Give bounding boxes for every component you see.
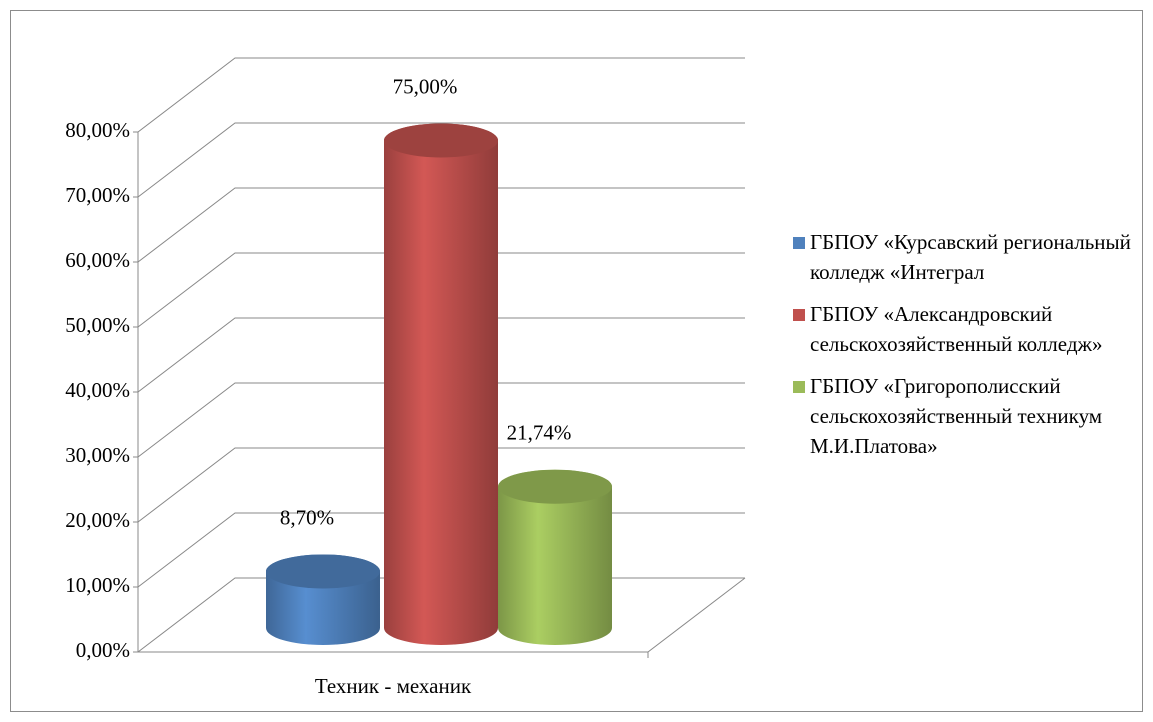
data-label: 8,70% bbox=[280, 505, 334, 529]
grid-line bbox=[137, 122, 745, 198]
grid-line bbox=[137, 317, 745, 393]
grid-line bbox=[137, 382, 745, 458]
legend-entry: ГБПОУ «Курсавский региональный колледж «… bbox=[793, 227, 1148, 287]
y-tick-label: 80,00% bbox=[65, 118, 130, 142]
y-tick-label: 30,00% bbox=[65, 443, 130, 467]
legend-entry: ГБПОУ «Григорополисский сельскохозяйстве… bbox=[793, 371, 1148, 461]
legend-entry: ГБПОУ «Александровский сельскохозяйствен… bbox=[793, 299, 1148, 359]
legend-label: ГБПОУ «Григорополисский сельскохозяйстве… bbox=[810, 374, 1103, 458]
grid-line bbox=[137, 252, 745, 328]
y-tick-label: 20,00% bbox=[65, 508, 130, 532]
grid-line bbox=[137, 57, 745, 133]
data-label: 75,00% bbox=[393, 74, 458, 98]
bar-top bbox=[498, 469, 612, 504]
legend-label: ГБПОУ «Александровский сельскохозяйствен… bbox=[810, 302, 1103, 356]
x-tick-label: Техник - механик bbox=[315, 674, 472, 698]
y-tick-label: 70,00% bbox=[65, 183, 130, 207]
legend-swatch bbox=[793, 237, 805, 249]
data-label: 21,74% bbox=[507, 421, 572, 445]
legend: ГБПОУ «Курсавский региональный колледж «… bbox=[793, 227, 1148, 473]
y-tick-label: 10,00% bbox=[65, 573, 130, 597]
legend-label: ГБПОУ «Курсавский региональный колледж «… bbox=[810, 230, 1131, 284]
grid-line bbox=[137, 187, 745, 263]
y-tick-label: 0,00% bbox=[76, 638, 130, 662]
y-tick-label: 50,00% bbox=[65, 313, 130, 337]
y-tick-label: 60,00% bbox=[65, 248, 130, 272]
bar bbox=[498, 469, 612, 645]
legend-swatch bbox=[793, 381, 805, 393]
y-tick-label: 40,00% bbox=[65, 378, 130, 402]
floor-edge bbox=[647, 577, 746, 653]
legend-swatch bbox=[793, 309, 805, 321]
bar bbox=[384, 123, 498, 645]
bar-top bbox=[266, 554, 380, 589]
chart-frame bbox=[10, 10, 1143, 712]
grid-line bbox=[137, 447, 745, 523]
bar-top bbox=[384, 123, 498, 158]
